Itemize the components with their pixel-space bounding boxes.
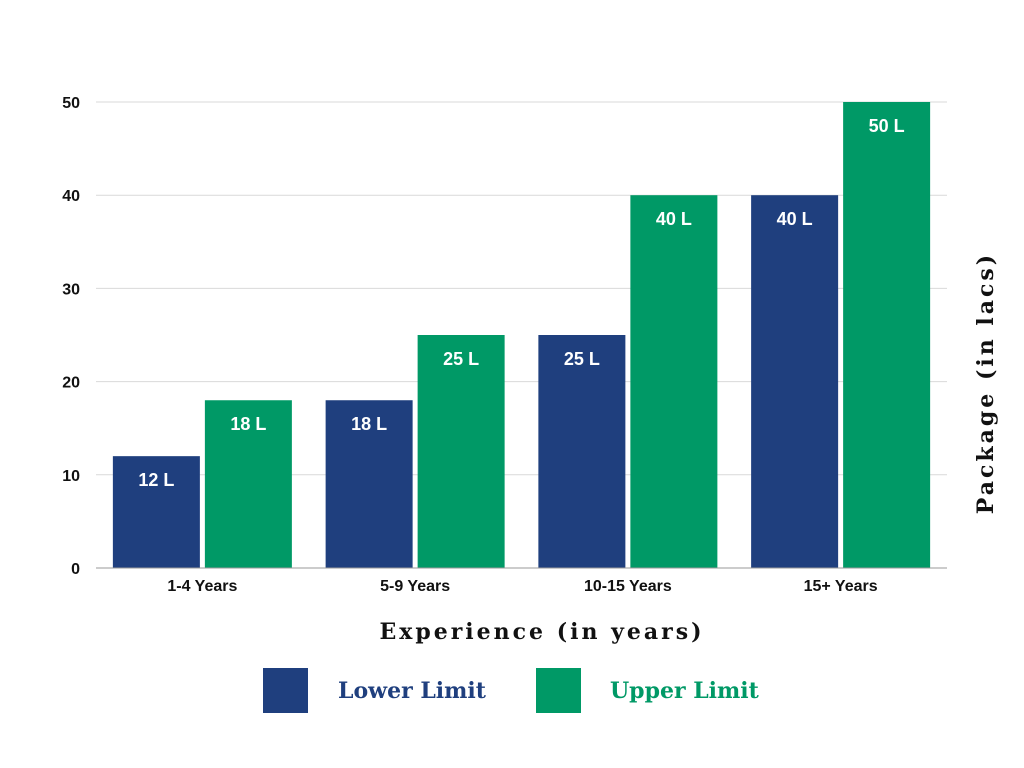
- y-tick-label: 30: [62, 281, 80, 298]
- data-label: 25 L: [564, 349, 600, 369]
- data-label: 40 L: [656, 209, 692, 229]
- data-label: 40 L: [777, 209, 813, 229]
- bar-lower-1: [325, 400, 413, 568]
- bar-upper-3: [843, 102, 931, 568]
- y-axis-title: Package (in lacs): [973, 252, 999, 514]
- data-label: 18 L: [230, 414, 266, 434]
- bar-lower-2: [538, 335, 626, 568]
- y-tick-label: 40: [62, 188, 80, 205]
- legend-swatch-upper-limit: [536, 668, 581, 713]
- data-label: 50 L: [869, 116, 905, 136]
- data-labels: 12 L 18 L 18 L 25 L 25 L 40 L 40 L 50 L: [138, 116, 904, 490]
- x-axis-title: Experience (in years): [379, 619, 704, 645]
- bar-upper-2: [630, 195, 718, 568]
- data-label: 12 L: [138, 470, 174, 490]
- x-tick-label: 1-4 Years: [167, 578, 237, 595]
- x-tick-label: 15+ Years: [804, 578, 878, 595]
- data-label: 25 L: [443, 349, 479, 369]
- bar-upper-1: [417, 335, 505, 568]
- data-label: 18 L: [351, 414, 387, 434]
- x-axis-ticks: 1-4 Years 5-9 Years 10-15 Years 15+ Years: [167, 578, 877, 595]
- bar-lower-3: [751, 195, 839, 568]
- legend-label-upper-limit: Upper Limit: [610, 678, 760, 704]
- bar-lower-0: [112, 456, 200, 568]
- y-tick-label: 50: [62, 95, 80, 112]
- x-tick-label: 5-9 Years: [380, 578, 450, 595]
- y-tick-label: 20: [62, 375, 80, 392]
- y-tick-label: 10: [62, 468, 80, 485]
- y-tick-label: 0: [71, 561, 80, 578]
- legend-label-lower-limit: Lower Limit: [338, 678, 487, 704]
- legend: Lower Limit Upper Limit: [263, 668, 760, 713]
- legend-swatch-lower-limit: [263, 668, 308, 713]
- y-axis-ticks: 0 10 20 30 40 50: [62, 95, 80, 578]
- x-tick-label: 10-15 Years: [584, 578, 672, 595]
- bars: [112, 102, 931, 568]
- bar-upper-0: [204, 400, 292, 568]
